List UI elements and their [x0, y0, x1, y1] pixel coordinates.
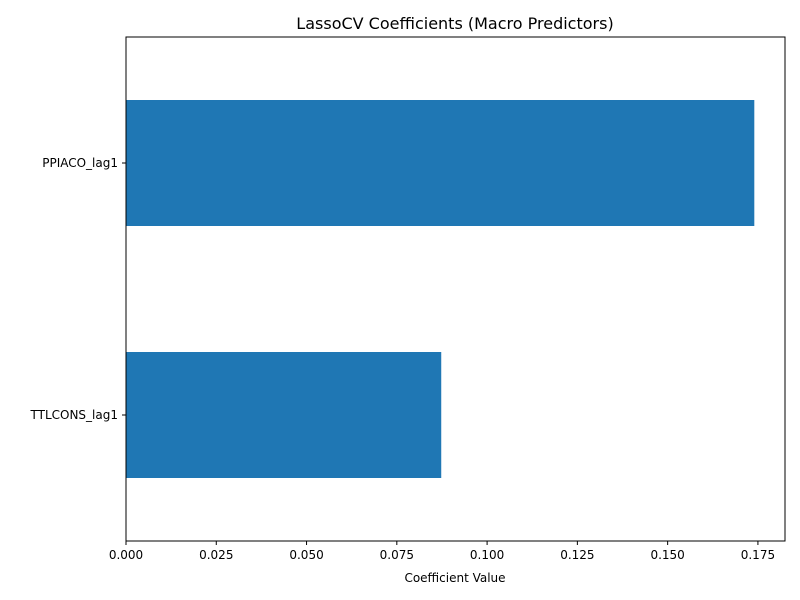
x-tick-label: 0.075 — [380, 548, 414, 562]
x-axis: 0.000 0.025 0.050 0.075 0.100 0.125 0.150 0.175 — [109, 541, 775, 562]
x-axis-label: Coefficient Value — [404, 571, 505, 585]
bars-group — [126, 100, 755, 478]
x-tick-label: 0.000 — [109, 548, 143, 562]
x-tick-label: 0.100 — [470, 548, 504, 562]
x-tick-label: 0.175 — [741, 548, 775, 562]
x-tick-label: 0.150 — [650, 548, 684, 562]
x-tick-label: 0.025 — [199, 548, 233, 562]
x-tick-label: 0.125 — [560, 548, 594, 562]
x-tick-label: 0.050 — [289, 548, 323, 562]
chart-title: LassoCV Coefficients (Macro Predictors) — [296, 14, 613, 33]
plot-frame — [125, 36, 786, 542]
y-tick-label: PPIACO_lag1 — [42, 156, 118, 170]
y-tick-label: TTLCONS_lag1 — [30, 408, 119, 422]
bar-ttlcons-lag1 — [126, 352, 442, 478]
bar-ppiaco-lag1 — [126, 100, 755, 226]
y-axis: PPIACO_lag1 TTLCONS_lag1 — [30, 156, 126, 422]
